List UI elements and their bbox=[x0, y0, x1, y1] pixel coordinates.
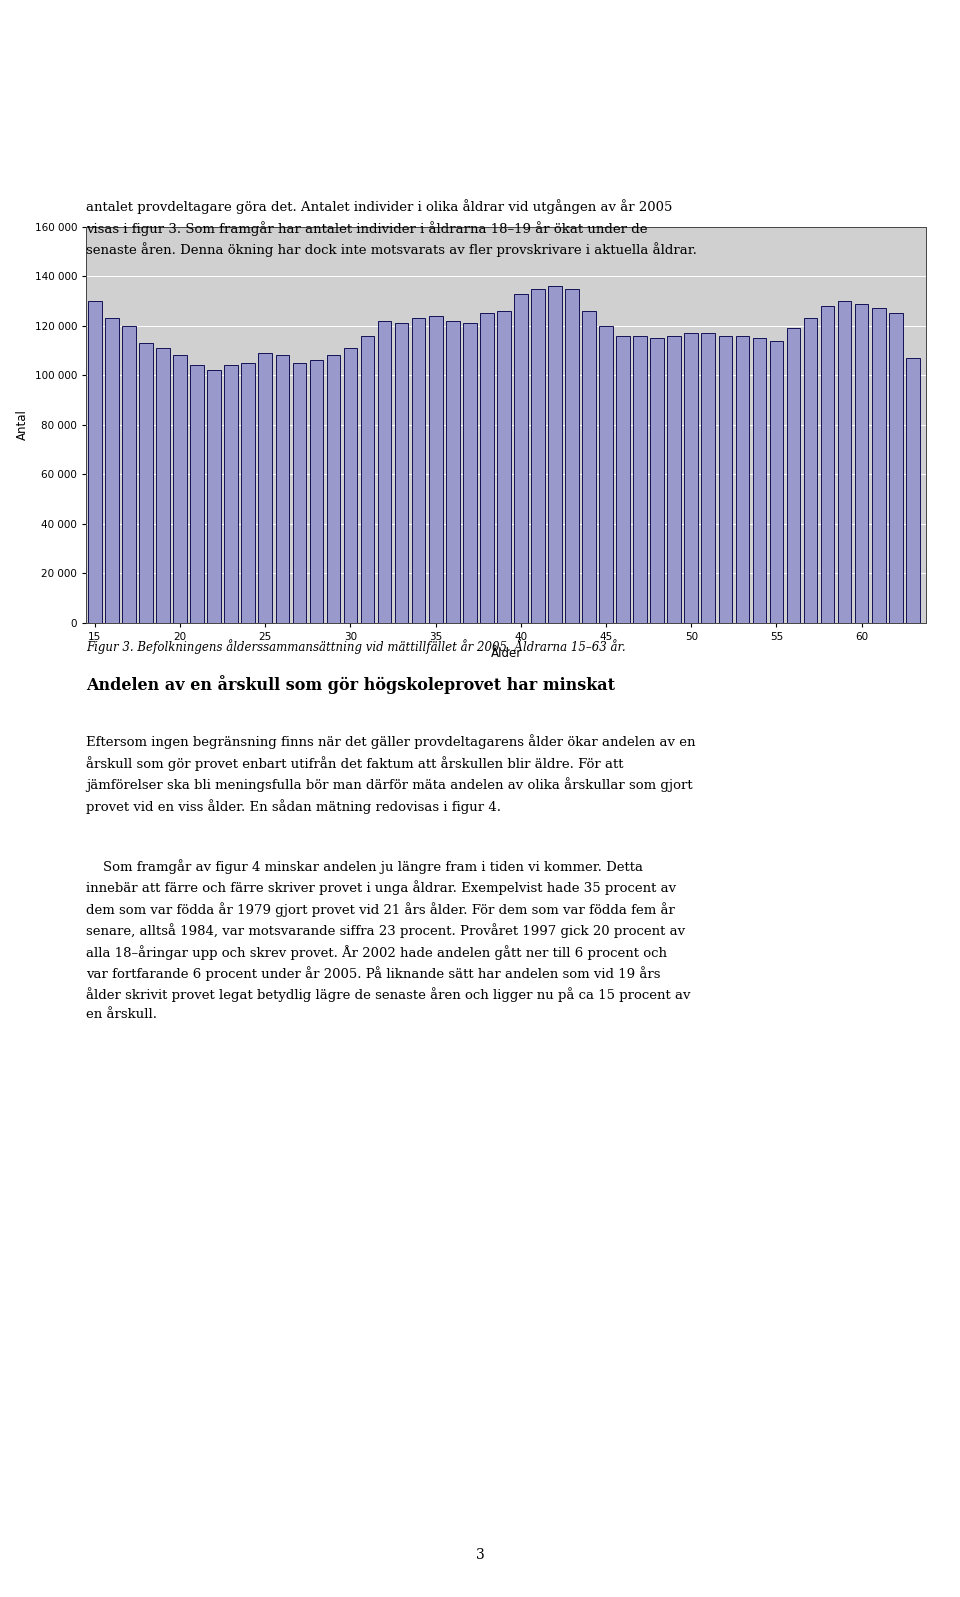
Bar bbox=[242, 363, 255, 623]
Bar bbox=[395, 323, 408, 623]
Bar bbox=[718, 335, 732, 623]
Bar bbox=[190, 366, 204, 623]
Bar bbox=[293, 363, 306, 623]
Bar bbox=[463, 323, 476, 623]
Bar bbox=[514, 294, 528, 623]
Bar bbox=[684, 334, 698, 623]
Text: Som framgår av figur 4 minskar andelen ju längre fram i tiden vi kommer. Detta
i: Som framgår av figur 4 minskar andelen j… bbox=[86, 859, 691, 1020]
Bar bbox=[667, 335, 681, 623]
Bar bbox=[225, 366, 238, 623]
X-axis label: Ålder: Ålder bbox=[491, 647, 522, 661]
Bar bbox=[565, 289, 579, 623]
Bar bbox=[634, 335, 647, 623]
Bar bbox=[854, 303, 869, 623]
Text: Andelen av en årskull som gör högskoleprovet har minskat: Andelen av en årskull som gör högskolepr… bbox=[86, 676, 615, 695]
Bar bbox=[650, 339, 664, 623]
Bar bbox=[480, 313, 493, 623]
Bar bbox=[429, 316, 443, 623]
Bar bbox=[702, 334, 715, 623]
Bar bbox=[122, 326, 135, 623]
Bar bbox=[889, 313, 902, 623]
Bar bbox=[139, 343, 153, 623]
Bar bbox=[88, 300, 102, 623]
Bar bbox=[753, 339, 766, 623]
Bar bbox=[174, 356, 187, 623]
Bar bbox=[786, 329, 801, 623]
Bar bbox=[310, 361, 324, 623]
Bar bbox=[445, 321, 460, 623]
Bar bbox=[838, 300, 852, 623]
Bar bbox=[735, 335, 749, 623]
Bar bbox=[821, 307, 834, 623]
Bar bbox=[377, 321, 392, 623]
Bar bbox=[276, 356, 289, 623]
Bar bbox=[326, 356, 340, 623]
Bar bbox=[616, 335, 630, 623]
Y-axis label: Antal: Antal bbox=[16, 409, 30, 441]
Bar bbox=[599, 326, 612, 623]
Bar bbox=[582, 311, 596, 623]
Bar bbox=[361, 335, 374, 623]
Bar bbox=[531, 289, 544, 623]
Bar bbox=[344, 348, 357, 623]
Bar bbox=[906, 358, 920, 623]
Bar bbox=[258, 353, 272, 623]
Bar bbox=[156, 348, 170, 623]
Bar bbox=[770, 340, 783, 623]
Bar bbox=[412, 318, 425, 623]
Text: Figur 3. Befolkningens ålderssammansättning vid mättillfället år 2005. Åldrarna : Figur 3. Befolkningens ålderssammansättn… bbox=[86, 639, 626, 653]
Text: 3: 3 bbox=[475, 1547, 485, 1562]
Text: Eftersom ingen begränsning finns när det gäller provdeltagarens ålder ökar andel: Eftersom ingen begränsning finns när det… bbox=[86, 735, 696, 814]
Bar bbox=[207, 371, 221, 623]
Bar bbox=[872, 308, 885, 623]
Bar bbox=[497, 311, 511, 623]
Bar bbox=[106, 318, 119, 623]
Bar bbox=[548, 286, 562, 623]
Bar bbox=[804, 318, 817, 623]
Text: antalet provdeltagare göra det. Antalet individer i olika åldrar vid utgången av: antalet provdeltagare göra det. Antalet … bbox=[86, 200, 697, 257]
